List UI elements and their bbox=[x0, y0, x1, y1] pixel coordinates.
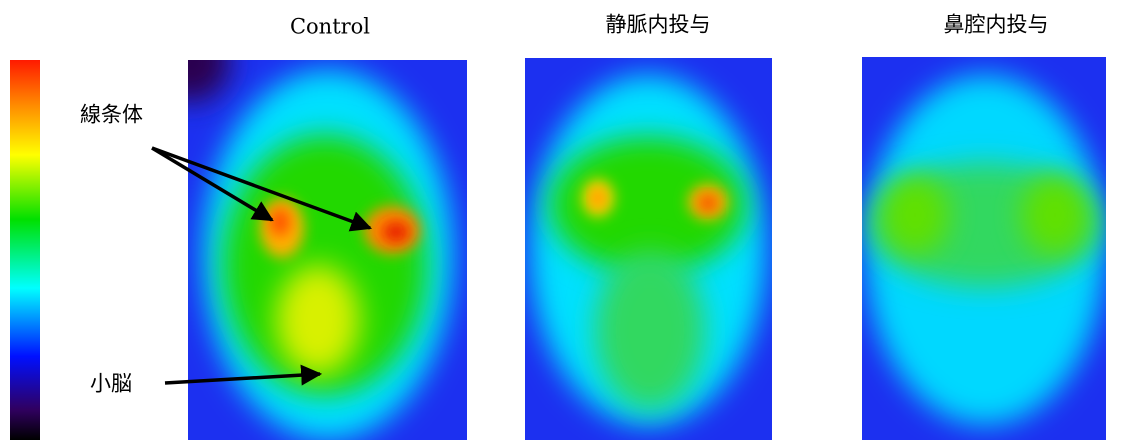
panel-title: 静脈内投与 bbox=[606, 13, 711, 37]
figure: Control 静脈内投与 鼻腔内投与 線条体 小脳 bbox=[0, 0, 1134, 445]
annotation: 小脳 bbox=[90, 372, 132, 396]
panel-title: Control bbox=[290, 15, 370, 39]
heatmap-intranasal bbox=[862, 57, 1106, 440]
annotation: 線条体 bbox=[80, 103, 143, 127]
panel-title: 鼻腔内投与 bbox=[944, 13, 1049, 37]
heatmap-intravenous bbox=[525, 58, 772, 440]
heatmap-control bbox=[150, 22, 467, 440]
color-bar bbox=[10, 60, 40, 440]
